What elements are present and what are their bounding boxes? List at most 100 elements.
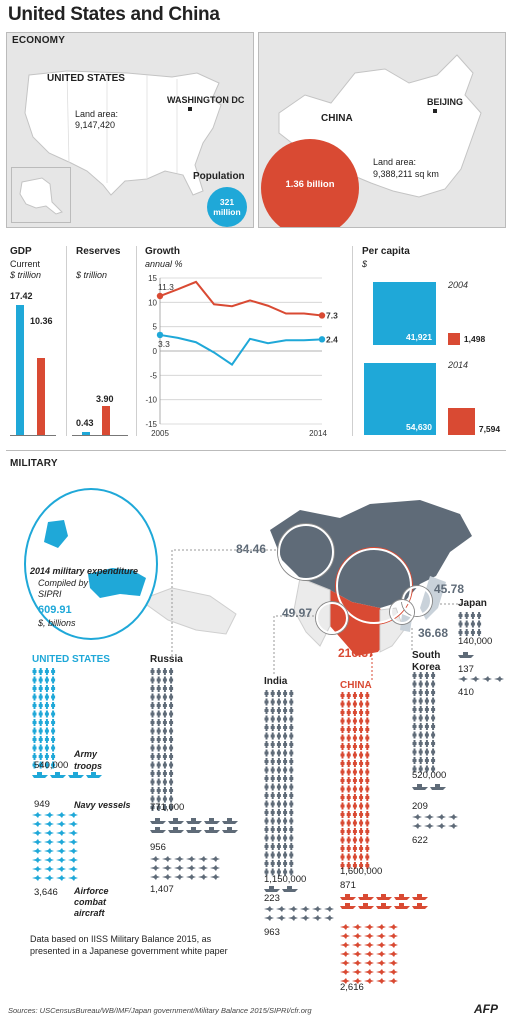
military-label: MILITARY xyxy=(10,458,58,469)
china-air: 2,616 xyxy=(340,982,364,993)
sources: Sources: USCensusBureau/WB/IMF/Japan gov… xyxy=(8,1006,312,1015)
japan-army: 140,000 xyxy=(458,636,493,647)
growth-title: Growth xyxy=(145,246,180,257)
growth-point xyxy=(156,292,164,300)
india-army: 1,150,000 xyxy=(264,874,307,885)
korea-army-icons xyxy=(412,672,436,773)
china-country-label: CHINA xyxy=(321,113,353,124)
gdp-baseline xyxy=(10,435,56,436)
china-army-icons xyxy=(340,692,370,869)
us-air: 3,646 xyxy=(34,887,58,898)
growth-end-label: 7.3 xyxy=(326,310,338,320)
reserves-china-value: 3.90 xyxy=(96,394,114,404)
mil-india-name: India xyxy=(264,676,288,687)
russia-expenditure-circle xyxy=(278,524,334,580)
gdp-title: GDP xyxy=(10,246,32,257)
reserves-us-bar xyxy=(82,431,90,435)
reserves-title: Reserves xyxy=(76,246,121,257)
korea-navy: 209 xyxy=(412,801,428,812)
growth-y-tick: -15 xyxy=(145,420,157,429)
china-land-area: 9,388,211 sq km xyxy=(373,169,439,179)
mil-russia-name: Russia xyxy=(150,654,183,665)
gdp-sub2: $ trillion xyxy=(10,270,42,280)
mil-japan-name: Japan xyxy=(458,598,487,609)
growth-series-line xyxy=(159,280,323,317)
russia-navy: 956 xyxy=(150,842,166,853)
japan-army-icons xyxy=(458,612,482,636)
china-navy: 871 xyxy=(340,880,356,891)
legend-army: Army troops xyxy=(74,749,102,771)
military-footnote: Data based on IISS Military Balance 2015… xyxy=(30,934,228,956)
japan-navy: 137 xyxy=(458,664,474,675)
china-capital-label: BEIJING xyxy=(427,97,464,107)
mil-china-name: CHINA xyxy=(340,680,372,691)
india-navy-icons xyxy=(264,886,298,892)
growth-y-tick: -10 xyxy=(145,396,157,405)
growth-end-label: 2.4 xyxy=(326,334,338,344)
page-title: United States and China xyxy=(8,4,220,25)
reserves-baseline xyxy=(72,435,128,436)
us-capital-label: WASHINGTON DC xyxy=(167,95,245,105)
mil-korea-name: South Korea xyxy=(412,650,441,673)
japan-air-icons xyxy=(458,676,504,682)
per-capita-sub: $ xyxy=(362,259,368,269)
divider-1 xyxy=(66,246,67,436)
us-population-circle xyxy=(207,187,247,227)
russia-army: 771,000 xyxy=(150,802,185,813)
us-expenditure-value: 609.91 xyxy=(38,604,72,616)
growth-x-tick: 2005 xyxy=(151,429,169,438)
expenditure-note-title: 2014 military expenditure xyxy=(30,566,139,576)
military-divider xyxy=(6,450,506,451)
us-land-area-label: Land area: xyxy=(75,109,119,119)
growth-y-tick: 15 xyxy=(148,274,157,283)
reserves-sub: $ trillion xyxy=(76,270,108,280)
china-expenditure: 216.37 xyxy=(338,646,375,660)
us-expenditure-circle xyxy=(24,488,158,640)
legend-navy: Navy vessels xyxy=(74,800,131,810)
china-population-circle xyxy=(261,139,359,227)
us-air-icons xyxy=(32,812,78,881)
russia-navy-icons xyxy=(150,818,238,833)
korea-expenditure-circle xyxy=(390,600,414,624)
growth-x-tick: 2014 xyxy=(309,429,327,438)
japan-navy-icons xyxy=(458,652,474,658)
us-population: 321 million xyxy=(213,197,241,217)
korea-navy-icons xyxy=(412,784,446,790)
japan-expenditure: 45.78 xyxy=(434,582,465,596)
korea-air-icons xyxy=(412,814,458,829)
gdp-sub1: Current xyxy=(10,259,41,269)
china-capital-dot xyxy=(433,109,437,113)
russia-expenditure: 84.46 xyxy=(236,542,267,556)
us-land-area: 9,147,420 xyxy=(75,120,116,130)
us-country-label: UNITED STATES xyxy=(47,73,125,84)
growth-point xyxy=(318,312,326,319)
japan-air: 410 xyxy=(458,687,474,698)
china-population: 1.36 billion xyxy=(285,179,335,190)
us-army-icons xyxy=(32,668,56,769)
growth-start-label: 3.3 xyxy=(158,339,170,349)
growth-y-tick: 0 xyxy=(153,347,158,356)
korea-air: 622 xyxy=(412,835,428,846)
us-map-panel: UNITED STATES WASHINGTON DC Land area: 9… xyxy=(6,32,254,228)
india-army-icons xyxy=(264,690,294,876)
us-navy: 949 xyxy=(34,799,50,810)
gdp-us-bar xyxy=(16,305,24,435)
afp-logo: AFP xyxy=(474,1002,498,1016)
russia-air-icons xyxy=(150,856,220,880)
legend-air: Airforce combat aircraft xyxy=(74,886,109,918)
korea-expenditure: 36.68 xyxy=(418,626,449,640)
gdp-us-value: 17.42 xyxy=(10,291,33,301)
reserves-us-value: 0.43 xyxy=(76,418,94,428)
divider-2 xyxy=(136,246,137,436)
alaska-map xyxy=(19,177,63,215)
india-air: 963 xyxy=(264,927,280,938)
population-label: Population xyxy=(193,171,245,182)
growth-point xyxy=(156,331,164,339)
per-capita-title: Per capita xyxy=(362,246,410,257)
growth-y-tick: 10 xyxy=(148,298,157,307)
russia-air: 1,407 xyxy=(150,884,174,895)
india-air-icons xyxy=(264,906,334,921)
gdp-china-bar xyxy=(37,357,45,435)
